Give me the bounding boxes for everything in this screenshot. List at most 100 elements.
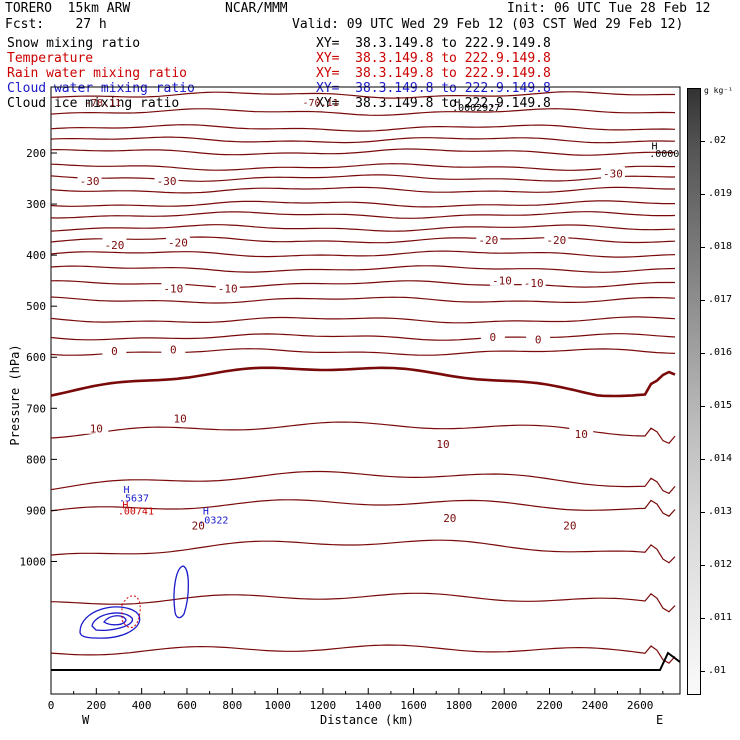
isotherm bbox=[50, 592, 676, 613]
colorbar-tick-label: .011 bbox=[708, 612, 733, 623]
isotherm bbox=[50, 124, 676, 132]
isotherm-label: 10 bbox=[90, 423, 103, 436]
model-title: TORERO 15km ARW bbox=[5, 1, 131, 16]
isotherm bbox=[50, 280, 675, 288]
cloud-water-contour bbox=[173, 565, 190, 619]
colorbar-tick-label: .01 bbox=[708, 665, 727, 676]
legend-xy-cloud-water: XY= 38.3.149.8 to 222.9.149.8 bbox=[316, 81, 551, 96]
isotherm bbox=[50, 470, 676, 495]
colorbar-tick bbox=[700, 353, 705, 354]
contour-label-bg bbox=[489, 273, 514, 286]
extremum-label: H bbox=[124, 485, 130, 496]
isotherm-label: -20 bbox=[546, 234, 566, 247]
contour-label-bg bbox=[102, 237, 127, 250]
isotherm-label: -30 bbox=[80, 175, 100, 188]
colorbar-tick bbox=[700, 406, 705, 407]
contour-label-bg bbox=[154, 174, 179, 187]
isotherm-label: 0 bbox=[170, 344, 177, 357]
isotherm bbox=[50, 296, 676, 304]
y-tick-label: 800 bbox=[26, 453, 46, 466]
isotherm bbox=[50, 250, 676, 258]
x-tick-label: 1200 bbox=[310, 699, 337, 712]
isotherm bbox=[50, 174, 675, 182]
colorbar-tick-label: .019 bbox=[708, 188, 733, 199]
isotherm-label: -10 bbox=[492, 275, 512, 288]
x-axis-label: Distance (km) bbox=[320, 713, 414, 727]
isotherm bbox=[50, 333, 676, 341]
colorbar-tick bbox=[700, 512, 705, 513]
y-tick-label: 900 bbox=[26, 504, 46, 517]
extremum-label: .0000 bbox=[649, 149, 679, 160]
center-title: NCAR/MMM bbox=[225, 1, 288, 16]
isotherm-label: 20 bbox=[192, 520, 205, 533]
isotherm-label: -10 bbox=[163, 282, 183, 295]
x-tick-label: 400 bbox=[132, 699, 152, 712]
isotherm bbox=[50, 265, 676, 273]
isotherm bbox=[50, 499, 676, 517]
x-tick-label: 1000 bbox=[264, 699, 291, 712]
isotherm bbox=[50, 108, 676, 116]
contour-label-bg bbox=[557, 518, 582, 531]
isotherm-label: -20 bbox=[168, 236, 188, 249]
extremum-label: -78.11 bbox=[85, 98, 121, 109]
y-tick-label: 300 bbox=[26, 198, 46, 211]
extremum-label: H bbox=[203, 506, 209, 517]
extremum-label: .0322 bbox=[198, 516, 228, 527]
y-tick-label: 600 bbox=[26, 351, 46, 364]
isotherm bbox=[50, 316, 676, 324]
cloud-water-contour bbox=[79, 606, 141, 639]
colorbar-tick bbox=[700, 300, 705, 301]
legend-xy-rain: XY= 38.3.149.8 to 222.9.149.8 bbox=[316, 66, 551, 81]
x-tick-label: 0 bbox=[48, 699, 55, 712]
ground-surface bbox=[51, 651, 681, 671]
isotherm bbox=[50, 148, 676, 156]
legend-name-rain: Rain water mixing ratio bbox=[7, 66, 188, 81]
x-tick-label: 600 bbox=[177, 699, 197, 712]
colorbar-tick bbox=[700, 141, 705, 142]
colorbar-tick-label: .02 bbox=[708, 135, 727, 146]
isotherm bbox=[50, 136, 676, 144]
contour-label-bg bbox=[161, 342, 186, 355]
legend-name-cloud-water: Cloud water mixing ratio bbox=[7, 81, 195, 96]
legend-name-snow: Snow mixing ratio bbox=[7, 36, 141, 51]
contour-label-bg bbox=[476, 232, 501, 245]
contour-label-bg bbox=[84, 421, 109, 434]
colorbar-tick bbox=[700, 459, 705, 460]
colorbar-tick-label: .013 bbox=[708, 506, 733, 517]
contour-label-bg bbox=[102, 344, 127, 357]
colorbar-tick-label: .014 bbox=[708, 453, 733, 464]
isotherm bbox=[50, 539, 676, 564]
colorbar-tick bbox=[700, 247, 705, 248]
isotherm-label: -20 bbox=[105, 239, 125, 252]
contour-label-bg bbox=[437, 511, 462, 524]
isotherm-label: 10 bbox=[575, 428, 588, 441]
colorbar-tick bbox=[700, 671, 705, 672]
x-tick-label: 1400 bbox=[355, 699, 382, 712]
isotherm-label: -10 bbox=[218, 282, 238, 295]
y-tick-label: 1000 bbox=[20, 555, 47, 568]
isotherm bbox=[50, 236, 676, 244]
contour-label-bg bbox=[186, 518, 211, 531]
valid-time: Valid: 09 UTC Wed 29 Feb 12 (03 CST Wed … bbox=[292, 17, 684, 32]
x-tick-label: 200 bbox=[86, 699, 106, 712]
colorbar-tick-label: .012 bbox=[708, 559, 733, 570]
extremum-label: .5637 bbox=[119, 494, 149, 505]
isotherm bbox=[50, 211, 676, 219]
x-tick-label: 2400 bbox=[582, 699, 609, 712]
cloud-water-contour bbox=[103, 615, 127, 626]
isotherm bbox=[50, 200, 675, 208]
isotherm bbox=[50, 163, 675, 171]
contour-label-bg bbox=[544, 232, 569, 245]
contour-label-bg bbox=[165, 235, 190, 248]
colorbar-tick-label: .018 bbox=[708, 241, 733, 252]
legend-name-cloud-ice: Cloud ice mixing ratio bbox=[7, 96, 180, 111]
forecast-hour: Fcst: 27 h bbox=[5, 17, 107, 32]
init-time: Init: 06 UTC Tue 28 Feb 12 bbox=[507, 1, 711, 16]
colorbar bbox=[687, 88, 701, 695]
isotherm-label: -30 bbox=[157, 175, 177, 188]
extremum-label: .0002927 bbox=[452, 103, 500, 114]
isotherm-label: 0 bbox=[490, 331, 497, 344]
isotherm-label: 20 bbox=[443, 512, 456, 525]
isotherm-label: -10 bbox=[524, 277, 544, 290]
